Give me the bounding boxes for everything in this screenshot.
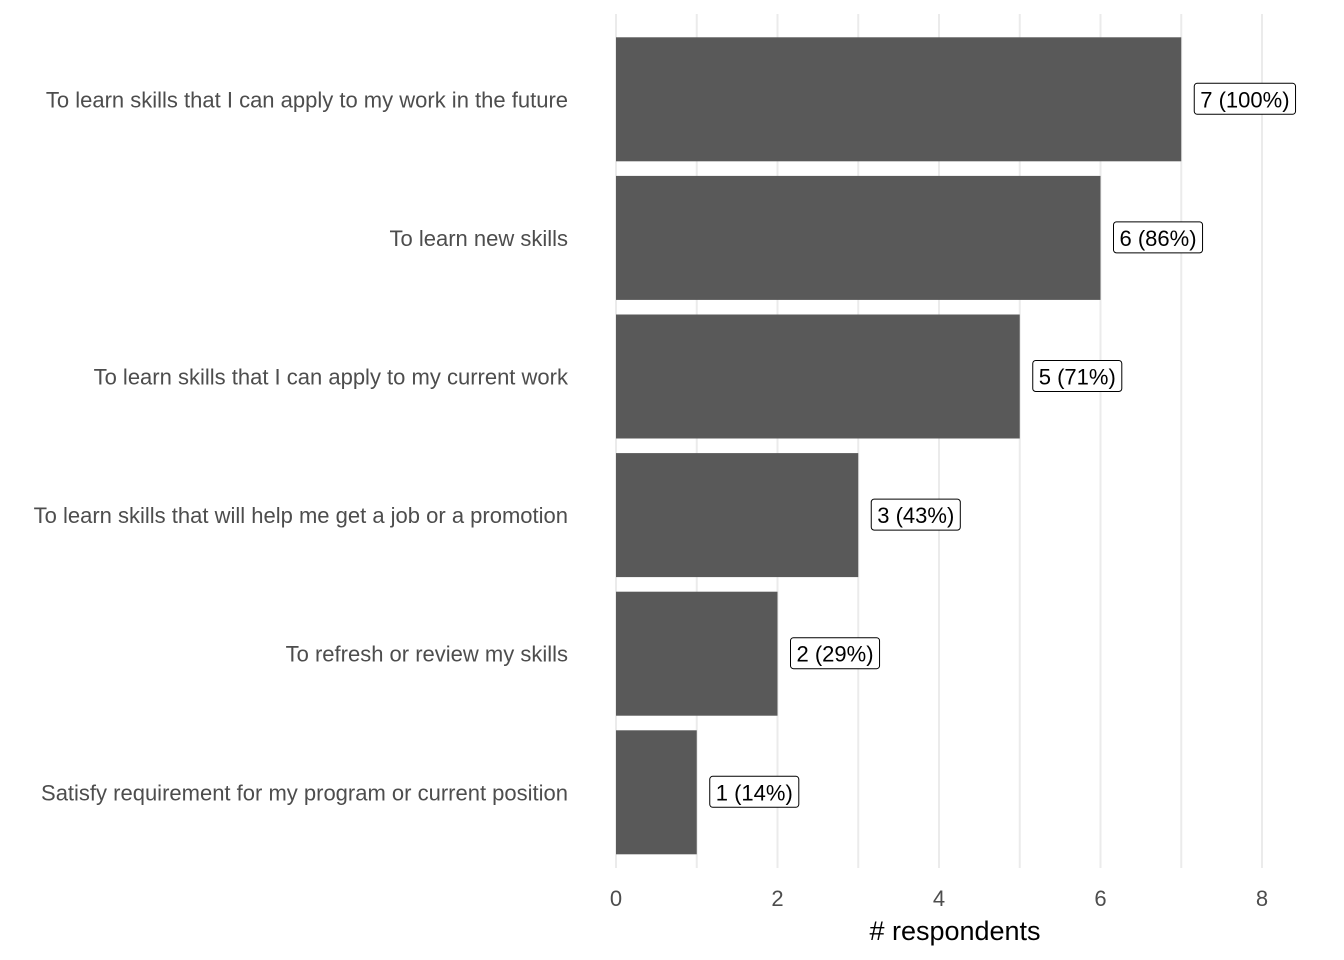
category-label: To refresh or review my skills xyxy=(286,642,568,667)
data-label-text: 5 (71%) xyxy=(1039,365,1116,390)
data-label: 2 (29%) xyxy=(790,637,881,670)
x-tick-label: 6 xyxy=(1094,886,1106,911)
category-label: Satisfy requirement for my program or cu… xyxy=(41,780,568,805)
bar xyxy=(616,314,1020,439)
bar xyxy=(616,175,1101,300)
data-label-text: 2 (29%) xyxy=(797,642,874,667)
bar xyxy=(616,37,1182,162)
x-tick-label: 8 xyxy=(1256,886,1268,911)
data-label-text: 7 (100%) xyxy=(1200,87,1289,112)
x-tick-label: 0 xyxy=(610,886,622,911)
bar xyxy=(616,453,859,578)
category-label: To learn skills that will help me get a … xyxy=(34,503,568,528)
bar xyxy=(616,730,697,855)
x-axis-ticks: 0 2 4 6 8 xyxy=(610,886,1268,911)
data-label-box xyxy=(709,775,800,808)
data-label-box xyxy=(790,637,881,670)
data-label: 6 (86%) xyxy=(1113,221,1204,254)
data-label-box xyxy=(870,498,961,531)
data-label-text: 3 (43%) xyxy=(877,503,954,528)
data-label-text: 1 (14%) xyxy=(716,780,793,805)
data-label-box xyxy=(1032,360,1123,392)
data-label: 5 (71%) xyxy=(1032,360,1123,392)
category-label: To learn skills that I can apply to my c… xyxy=(94,365,569,390)
data-label-box xyxy=(1113,221,1204,254)
data-label-text: 6 (86%) xyxy=(1120,226,1197,251)
bar xyxy=(616,591,778,716)
x-tick-label: 2 xyxy=(771,886,783,911)
data-label: 3 (43%) xyxy=(870,498,961,531)
x-tick-label: 4 xyxy=(933,886,945,911)
bars xyxy=(616,37,1182,855)
data-label-box xyxy=(1193,82,1297,115)
data-label: 1 (14%) xyxy=(709,775,800,808)
x-axis-title: # respondents xyxy=(869,916,1040,946)
category-label: To learn new skills xyxy=(389,226,568,251)
data-label: 7 (100%) xyxy=(1193,82,1297,115)
data-labels: 7 (100%) 6 (86%) 5 (71%) 3 (43%) 2 (29%) 1 (1… xyxy=(709,82,1297,808)
category-labels: To learn skills that I can apply to my w… xyxy=(34,87,569,805)
category-label: To learn skills that I can apply to my w… xyxy=(46,87,568,112)
